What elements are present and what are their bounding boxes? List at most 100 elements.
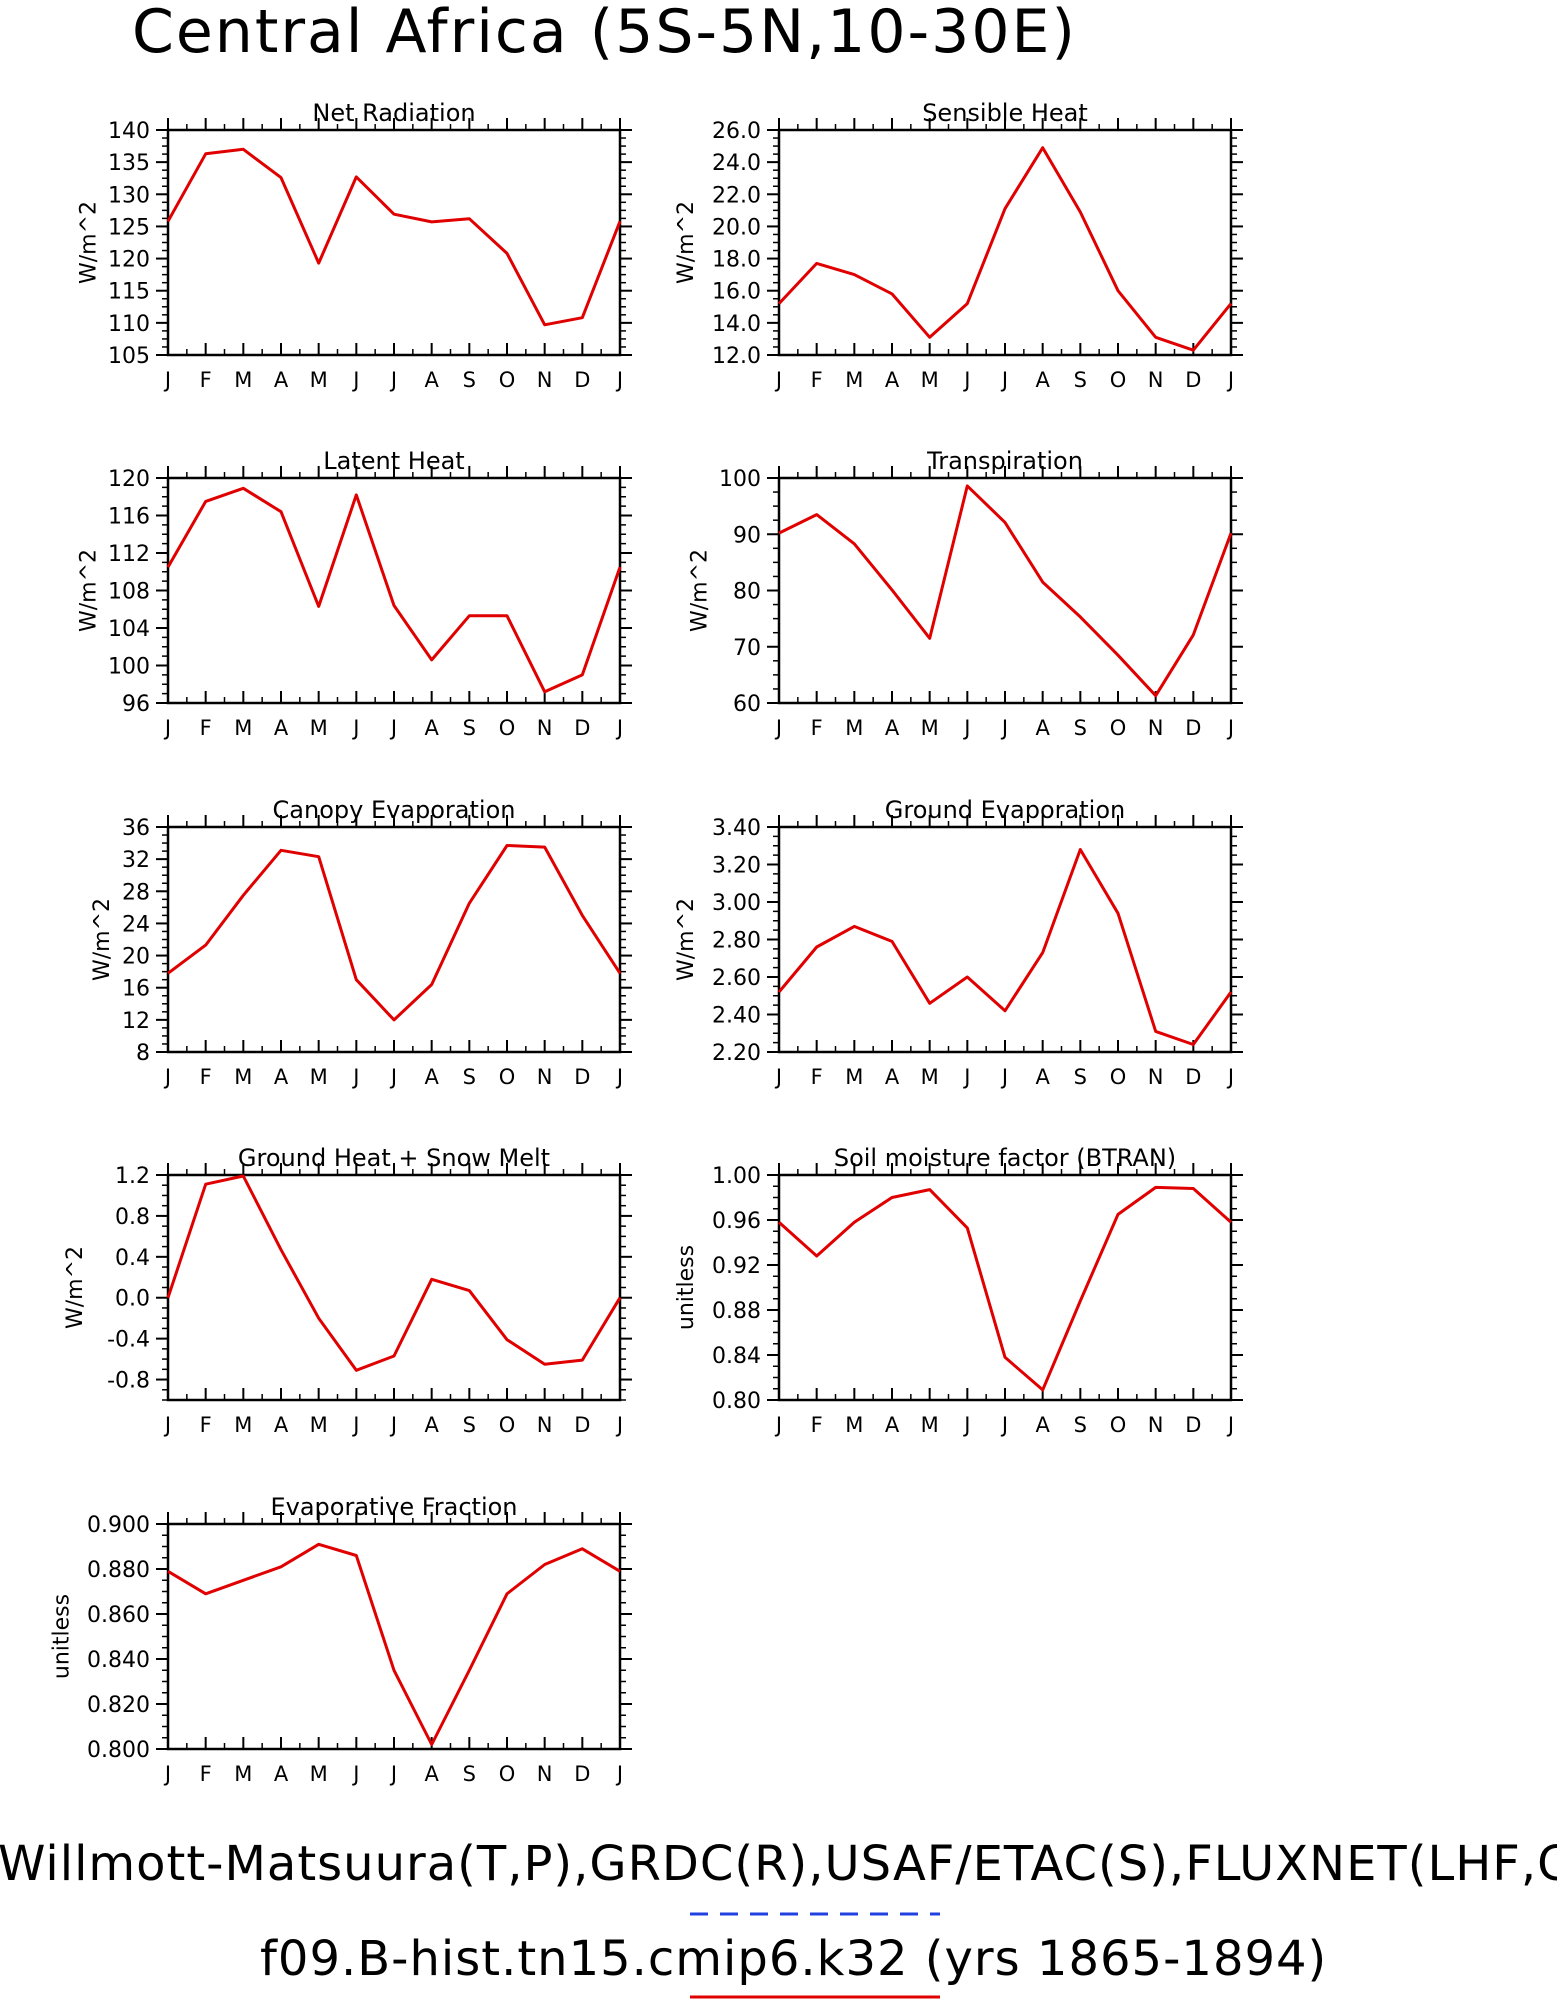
x-tick-label: O — [499, 1413, 516, 1437]
y-tick-label: 130 — [108, 183, 150, 208]
x-tick-label: J — [1000, 1413, 1008, 1437]
y-tick-label: 105 — [108, 344, 150, 369]
x-tick-label: D — [1185, 716, 1201, 740]
x-tick-label: A — [274, 368, 289, 392]
x-tick-label: J — [962, 1065, 970, 1089]
y-tick-label: 0.820 — [87, 1693, 150, 1718]
x-tick-label: J — [1226, 1065, 1234, 1089]
x-tick-label: J — [774, 368, 782, 392]
series-line — [166, 1174, 622, 1372]
x-tick-label: J — [774, 1413, 782, 1437]
y-tick-label: 3.00 — [712, 891, 761, 916]
y-tick-label: -0.8 — [107, 1369, 150, 1394]
x-tick-label: M — [234, 716, 252, 740]
x-tick-label: A — [1035, 716, 1050, 740]
x-tick-label: N — [1148, 368, 1164, 392]
y-tick-label: 112 — [108, 542, 150, 567]
x-tick-label: J — [389, 716, 397, 740]
x-tick-label: A — [885, 716, 900, 740]
series-line — [166, 486, 622, 694]
x-tick-label: S — [1074, 1413, 1087, 1437]
chart-panel: J F M A M J J A S O N D J60708090100TranspirationW/m… — [688, 447, 1243, 740]
x-tick-label: J — [962, 716, 970, 740]
x-tick-label: A — [424, 1065, 439, 1089]
x-tick-label: M — [921, 1413, 939, 1437]
y-tick-label: 2.80 — [712, 929, 761, 954]
x-tick-label: J — [389, 1762, 397, 1786]
y-tick-label: 0.860 — [87, 1603, 150, 1628]
x-tick-label: A — [274, 1413, 289, 1437]
x-tick-label: O — [499, 1762, 516, 1786]
x-tick-label: J — [163, 1762, 171, 1786]
x-tick-label: M — [845, 1413, 863, 1437]
x-tick-label: F — [811, 716, 823, 740]
y-tick-label: 2.60 — [712, 966, 761, 991]
y-tick-label: 0.80 — [712, 1389, 761, 1414]
x-tick-label: J — [962, 368, 970, 392]
x-tick-label: D — [1185, 368, 1201, 392]
panel-title: Transpiration — [926, 447, 1083, 475]
y-tick-label: 0.0 — [115, 1287, 150, 1312]
y-axis-label: unitless — [674, 1245, 699, 1330]
x-tick-label: D — [574, 1762, 590, 1786]
x-tick-label: N — [1148, 1413, 1164, 1437]
y-tick-label: 120 — [108, 467, 150, 492]
x-tick-label: A — [1035, 1413, 1050, 1437]
x-tick-label: M — [845, 368, 863, 392]
x-tick-label: O — [1110, 1413, 1127, 1437]
panel-title: Sensible Heat — [922, 99, 1088, 127]
x-tick-label: J — [1000, 368, 1008, 392]
series-line — [778, 484, 1233, 698]
figure-title: Central Africa (5S-5N,10-30E) — [132, 0, 1077, 67]
y-tick-label: 104 — [108, 617, 150, 642]
y-tick-label: 96 — [122, 692, 150, 717]
x-tick-label: M — [310, 1762, 328, 1786]
x-tick-label: M — [845, 1065, 863, 1089]
x-tick-label: A — [1035, 1065, 1050, 1089]
x-tick-label: N — [537, 368, 553, 392]
chart-panel: J F M A M J J A S O N D J12.014.016.018.020.022.024.… — [674, 99, 1243, 392]
x-tick-label: M — [845, 716, 863, 740]
x-tick-label: F — [200, 1762, 212, 1786]
x-tick-label: J — [615, 1762, 623, 1786]
y-tick-label: 135 — [108, 151, 150, 176]
x-tick-label: D — [574, 716, 590, 740]
x-tick-label: D — [1185, 1413, 1201, 1437]
x-tick-label: N — [537, 1762, 553, 1786]
series-line — [167, 1542, 621, 1746]
plot-frame — [166, 128, 622, 357]
x-tick-label: A — [885, 1065, 900, 1089]
x-tick-label: A — [1035, 368, 1050, 392]
y-axis-label: W/m^2 — [90, 898, 115, 981]
y-axis-label: unitless — [50, 1594, 75, 1679]
x-tick-label: J — [1226, 1413, 1234, 1437]
plot-frame — [166, 1522, 622, 1751]
y-axis-label: W/m^2 — [674, 201, 699, 284]
y-tick-label: 70 — [733, 636, 761, 661]
x-tick-label: S — [463, 1065, 476, 1089]
x-tick-label: O — [1110, 368, 1127, 392]
x-tick-label: D — [574, 368, 590, 392]
x-tick-label: J — [1226, 716, 1234, 740]
x-tick-label: F — [200, 1413, 212, 1437]
x-tick-label: M — [234, 1065, 252, 1089]
y-axis-label: W/m^2 — [688, 549, 713, 632]
x-tick-label: S — [1074, 1065, 1087, 1089]
y-tick-label: 0.900 — [87, 1513, 150, 1538]
series-line — [777, 848, 1233, 1046]
x-tick-label: J — [615, 716, 623, 740]
x-tick-label: A — [424, 716, 439, 740]
x-tick-label: J — [163, 716, 171, 740]
y-tick-label: 0.88 — [712, 1299, 761, 1324]
x-tick-label: F — [200, 1065, 212, 1089]
y-tick-label: 1.2 — [115, 1164, 150, 1189]
y-tick-label: 8 — [136, 1041, 150, 1066]
x-tick-label: A — [424, 368, 439, 392]
x-tick-label: M — [310, 716, 328, 740]
panel-title: Canopy Evaporation — [273, 796, 516, 824]
series-line — [166, 147, 622, 327]
y-tick-label: 0.880 — [87, 1558, 150, 1583]
y-tick-label: 0.4 — [115, 1246, 150, 1271]
